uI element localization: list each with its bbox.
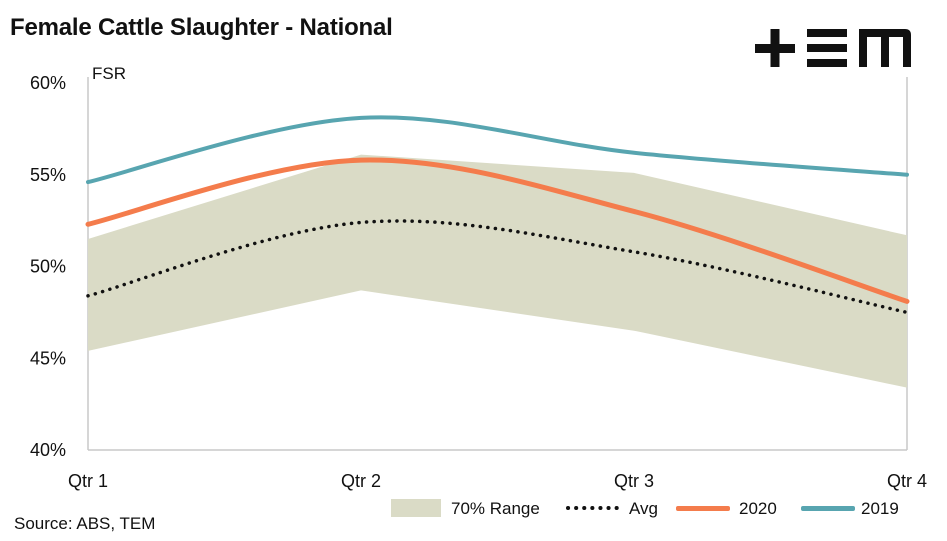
legend-swatch-range bbox=[391, 499, 441, 517]
chart-title: Female Cattle Slaughter - National bbox=[10, 14, 393, 41]
range-band bbox=[88, 154, 907, 388]
legend-label-range: 70% Range bbox=[451, 499, 540, 518]
y-tick-label: 50% bbox=[30, 257, 66, 277]
legend-label-2020: 2020 bbox=[739, 499, 777, 518]
y-tick-label: 55% bbox=[30, 165, 66, 185]
x-tick-label: Qtr 3 bbox=[614, 471, 654, 491]
legend-swatch-avg bbox=[566, 506, 625, 510]
tem-logo bbox=[755, 28, 913, 73]
legend-swatch-2019 bbox=[801, 506, 855, 511]
x-tick-label: Qtr 4 bbox=[887, 471, 927, 491]
series-line-avg bbox=[86, 219, 909, 315]
y-tick-label: 40% bbox=[30, 440, 66, 460]
series-line-2019 bbox=[86, 115, 909, 185]
legend-swatch-2020 bbox=[676, 506, 730, 511]
legend-label-2019: 2019 bbox=[861, 499, 899, 518]
y-tick-label: 60% bbox=[30, 73, 66, 93]
y-tick-label: 45% bbox=[30, 348, 66, 368]
y-axis-label: FSR bbox=[92, 64, 126, 83]
legend-label-avg: Avg bbox=[629, 499, 658, 518]
x-tick-label: Qtr 2 bbox=[341, 471, 381, 491]
x-tick-label: Qtr 1 bbox=[68, 471, 108, 491]
series-line-2020 bbox=[85, 157, 910, 304]
chart-plot: 40% 45% 50% 55% 60% Qtr 1 Qtr 2 Qtr 3 Qtr 4 FSR bbox=[30, 64, 927, 491]
source-note: Source: ABS, TEM bbox=[14, 514, 156, 533]
